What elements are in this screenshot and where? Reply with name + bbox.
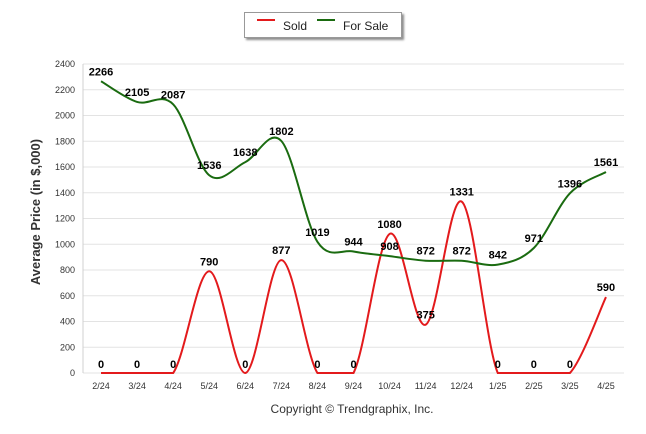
data-labels: 0 0 0 790 0 877 0 0 1080 375 1331 0 0 0 590 2266 2105 208…	[89, 66, 618, 371]
y-tick-label: 2000	[55, 111, 75, 121]
x-tick-label: 9/24	[345, 381, 363, 391]
legend: Sold For Sale	[244, 12, 402, 38]
x-axis-ticks: 2/24 3/24 4/24 5/24 6/24 7/24 8/24 9/24 10/24 11/…	[92, 381, 614, 391]
y-axis-title: Average Price (in $,000)	[28, 139, 43, 285]
legend-swatch-sold	[257, 19, 275, 21]
x-tick-label: 4/25	[597, 381, 615, 391]
data-label-for-sale: 1536	[197, 160, 221, 172]
data-label-for-sale: 872	[453, 246, 471, 258]
data-label-sold: 375	[416, 310, 434, 322]
data-label-sold: 0	[350, 359, 356, 371]
x-tick-label: 2/25	[525, 381, 543, 391]
y-tick-label: 1200	[55, 214, 75, 224]
data-label-sold: 0	[170, 359, 176, 371]
data-label-sold: 0	[495, 359, 501, 371]
series-line-sold	[101, 200, 607, 375]
data-label-for-sale: 872	[416, 246, 434, 258]
data-label-sold: 0	[98, 359, 104, 371]
data-label-for-sale: 1396	[558, 178, 582, 190]
x-tick-label: 4/24	[164, 381, 182, 391]
data-label-for-sale: 2266	[89, 66, 113, 78]
x-tick-label: 3/24	[128, 381, 146, 391]
series-lines	[100, 80, 607, 375]
data-label-sold: 590	[597, 282, 615, 294]
y-tick-label: 1000	[55, 239, 75, 249]
x-tick-label: 7/24	[273, 381, 291, 391]
data-label-for-sale: 1019	[305, 227, 329, 239]
x-tick-label: 11/24	[415, 381, 437, 391]
y-tick-label: 1400	[55, 188, 75, 198]
data-label-sold: 877	[272, 245, 290, 257]
series-line-for-sale	[100, 80, 607, 267]
data-label-for-sale: 2087	[161, 89, 185, 101]
data-label-for-sale: 842	[489, 250, 507, 262]
x-tick-label: 2/24	[92, 381, 110, 391]
data-label-sold: 0	[134, 359, 140, 371]
data-label-sold: 1080	[377, 219, 401, 231]
data-label-sold: 1331	[449, 187, 473, 199]
data-label-sold: 0	[242, 359, 248, 371]
y-tick-label: 400	[60, 317, 75, 327]
y-tick-label: 600	[60, 291, 75, 301]
legend-label-for-sale: For Sale	[343, 19, 389, 33]
y-tick-label: 1600	[55, 162, 75, 172]
grid-lines	[82, 63, 624, 374]
x-tick-label: 8/24	[309, 381, 327, 391]
data-label-for-sale: 1802	[269, 126, 293, 138]
legend-label-sold: Sold	[283, 19, 308, 33]
data-label-sold: 0	[531, 359, 537, 371]
y-axis-ticks: 0 200 400 600 800 1000 1200 1400 1600 1800 2000 220…	[55, 59, 75, 378]
data-label-for-sale: 908	[380, 241, 398, 253]
x-tick-label: 3/25	[561, 381, 579, 391]
copyright-text: Copyright © Trendgraphix, Inc.	[271, 402, 434, 416]
data-label-for-sale: 1638	[233, 147, 257, 159]
x-tick-label: 5/24	[200, 381, 218, 391]
data-label-for-sale: 944	[344, 236, 363, 248]
y-tick-label: 800	[60, 265, 75, 275]
x-tick-label: 1/25	[489, 381, 507, 391]
data-label-sold: 790	[200, 256, 218, 268]
y-tick-label: 1800	[55, 136, 75, 146]
data-label-for-sale: 971	[525, 233, 543, 245]
data-label-sold: 0	[567, 359, 573, 371]
y-tick-label: 0	[70, 368, 75, 378]
x-tick-label: 12/24	[450, 381, 473, 391]
y-tick-label: 2400	[55, 59, 75, 69]
x-tick-label: 6/24	[237, 381, 255, 391]
data-label-sold: 0	[314, 359, 320, 371]
y-tick-label: 200	[60, 342, 75, 352]
data-label-for-sale: 2105	[125, 87, 149, 99]
legend-swatch-for-sale	[317, 19, 335, 21]
data-label-for-sale: 1561	[594, 157, 618, 169]
y-tick-label: 2200	[55, 85, 75, 95]
x-tick-label: 10/24	[378, 381, 401, 391]
